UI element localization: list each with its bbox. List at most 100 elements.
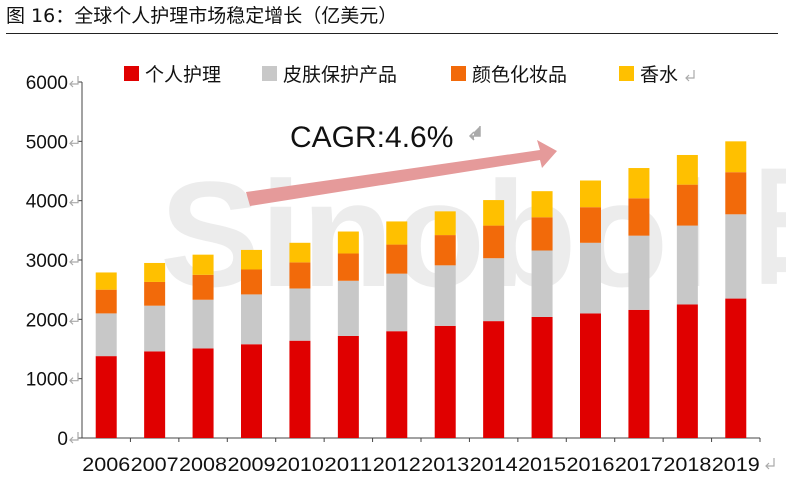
bar-segment — [289, 242, 311, 263]
x-tick-label: 2017 — [615, 455, 663, 476]
bar-segment — [144, 281, 166, 306]
x-tick-label: 2016 — [567, 455, 615, 476]
x-tick-label: 2006 — [82, 455, 130, 476]
y-tick-label: 4000 — [26, 192, 68, 213]
return-mark — [69, 372, 79, 385]
bar-segment — [95, 313, 117, 357]
cagr-label: CAGR:4.6% — [290, 121, 453, 154]
bar-segment — [580, 242, 601, 314]
x-tick-label: 2015 — [518, 455, 566, 476]
bar-segment — [580, 207, 601, 243]
x-tick-label: 2009 — [228, 455, 276, 476]
bar-segment — [628, 235, 650, 310]
cagr-arrow: CAGR:4.6% — [246, 121, 557, 206]
bar-segment — [192, 274, 214, 300]
bar-segment — [144, 305, 166, 352]
bar-segment — [337, 280, 359, 336]
y-tick-label: 0 — [57, 429, 68, 450]
bar-segment — [676, 225, 698, 305]
bar-segment — [483, 321, 505, 438]
bar-segment — [289, 340, 311, 438]
bar-segment — [144, 262, 166, 282]
x-tick-label: 2011 — [324, 455, 372, 476]
x-tick-label: 2007 — [131, 455, 179, 476]
return-mark — [69, 135, 79, 147]
trend-arrow — [246, 140, 557, 206]
bar-segment — [337, 335, 359, 438]
return-mark — [69, 76, 79, 88]
x-tick-label: 2014 — [470, 455, 518, 476]
bar-segment — [531, 191, 553, 218]
bar-segment — [580, 313, 601, 438]
return-mark — [69, 313, 79, 325]
bar-segment — [628, 309, 650, 438]
return-mark — [765, 458, 775, 470]
bar-segment — [95, 272, 117, 290]
bar-segment — [386, 221, 408, 245]
bar-segment — [434, 265, 456, 326]
legend-swatch — [451, 66, 466, 81]
bar-segment — [144, 351, 166, 438]
bar-segment — [483, 258, 505, 322]
figure-title: 图 16：全球个人护理市场稳定增长（亿美元） — [6, 5, 398, 27]
legend: 个人护理 皮肤保护产品 颜色化妆品 香水 — [124, 64, 695, 86]
return-mark — [685, 70, 695, 82]
bar-segment — [725, 214, 747, 299]
bar-segment — [628, 198, 650, 236]
bar-segment — [192, 254, 214, 275]
bar-segment — [483, 200, 505, 226]
bar-segment — [580, 180, 601, 208]
bar-segment — [483, 225, 505, 259]
bar-segment — [628, 168, 650, 199]
return-mark — [468, 126, 481, 141]
legend-label: 颜色化妆品 — [472, 64, 567, 86]
bar-segment — [241, 269, 262, 295]
return-mark — [69, 194, 79, 207]
bar-segment — [95, 356, 117, 438]
bar-segment — [95, 289, 117, 314]
x-tick-label: 2008 — [179, 455, 227, 476]
bar-segment — [531, 250, 553, 317]
bar-segment — [531, 316, 553, 438]
bar-segment — [289, 262, 311, 289]
x-tick-label: 2010 — [276, 455, 324, 476]
return-mark — [69, 432, 79, 444]
bar-segment — [337, 231, 359, 254]
bar-segment — [434, 211, 456, 236]
bar-segment — [725, 141, 747, 173]
legend-swatch — [124, 66, 139, 81]
bar-segment — [676, 184, 698, 226]
bar-segment — [241, 249, 262, 270]
bar-segment — [337, 253, 359, 281]
bar-segment — [386, 273, 408, 332]
y-tick-label: 6000 — [26, 73, 68, 94]
x-tick-label: 2012 — [373, 455, 421, 476]
bar-segment — [192, 299, 214, 349]
legend-label: 香水 — [640, 64, 678, 86]
axes: 0 1000 2000 3000 4000 5000 6000 2006 2007 2008 200… — [26, 73, 775, 476]
bar-segment — [434, 235, 456, 266]
legend-label: 皮肤保护产品 — [283, 64, 397, 86]
title-divider — [6, 33, 778, 34]
bars — [95, 141, 747, 438]
legend-swatch — [619, 66, 634, 81]
bar-segment — [676, 154, 698, 185]
legend-label: 个人护理 — [145, 64, 221, 86]
bar-segment — [386, 244, 408, 274]
bar-segment — [725, 298, 747, 438]
x-tick-label: 2019 — [712, 455, 760, 476]
bar-segment — [192, 348, 214, 438]
bar-segment — [676, 304, 698, 438]
bar-segment — [434, 325, 456, 438]
return-mark — [69, 254, 79, 266]
x-tick-label: 2018 — [663, 455, 711, 476]
bar-segment — [531, 217, 553, 251]
y-tick-label: 2000 — [26, 310, 68, 331]
bar-segment — [725, 172, 747, 215]
bar-segment — [386, 331, 408, 438]
legend-swatch — [262, 66, 277, 81]
bar-segment — [241, 344, 262, 438]
y-tick-label: 5000 — [26, 132, 68, 153]
y-tick-label: 1000 — [26, 370, 68, 391]
